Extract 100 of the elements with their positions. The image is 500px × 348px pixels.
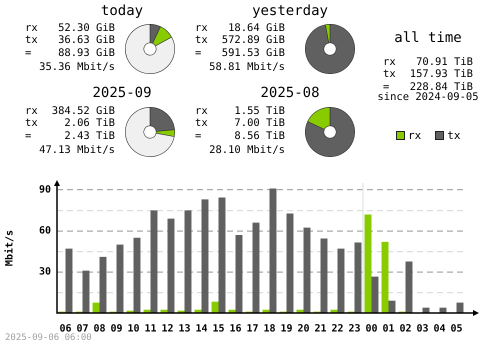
text: rx — [195, 105, 208, 117]
bar — [286, 214, 294, 313]
text: = — [25, 130, 32, 142]
text: 28.10 Mbit/s — [209, 144, 285, 156]
y-tick-label: 30 — [38, 266, 51, 278]
legend-label: tx — [446, 129, 460, 142]
text: 157.93 TiB — [410, 68, 473, 80]
x-tick-label: 19 — [280, 324, 293, 335]
bar — [320, 238, 328, 313]
text: 7.00 TiB — [234, 117, 285, 129]
chart-title: 2025-08 — [260, 85, 320, 101]
x-tick-label: 07 — [76, 324, 89, 335]
bar — [456, 302, 464, 313]
text: 2.43 TiB — [64, 130, 115, 142]
bar — [202, 199, 208, 313]
text: 47.13 Mbit/s — [39, 144, 115, 156]
x-tick-label: 08 — [93, 324, 106, 335]
text: 18.64 GiB — [228, 22, 285, 34]
text: 8.56 TiB — [234, 130, 285, 142]
text: = — [383, 81, 390, 93]
text: = — [25, 47, 32, 59]
x-tick-label: 13 — [178, 324, 191, 335]
bar — [82, 270, 90, 313]
x-tick-label: 03 — [416, 324, 429, 335]
y-axis-title: Mbit/s — [4, 230, 16, 266]
text: 88.93 GiB — [58, 47, 115, 59]
x-tick-label: 21 — [314, 324, 327, 335]
text: since 2024-09-05 — [377, 91, 479, 103]
text: tx — [383, 68, 396, 80]
x-tick-label: 16 — [229, 324, 242, 335]
text: 2025-09-06 06:00 — [5, 333, 92, 343]
x-tick-label: 22 — [331, 324, 344, 335]
text: tx — [25, 34, 38, 46]
bar — [228, 310, 236, 313]
x-tick-label: 20 — [297, 324, 310, 335]
x-tick-label: 02 — [399, 324, 412, 335]
bar — [92, 302, 100, 313]
bar — [440, 308, 446, 313]
bar — [270, 188, 276, 313]
x-tick-label: 05 — [450, 324, 463, 335]
x-tick-label: 12 — [161, 324, 174, 335]
chart-title: 2025-09 — [92, 85, 152, 101]
bar — [194, 310, 202, 313]
bar — [382, 242, 388, 313]
bar — [184, 210, 192, 313]
x-tick-label: 10 — [127, 324, 140, 335]
x-tick-label: 14 — [195, 324, 208, 335]
x-tick-label: 11 — [144, 324, 157, 335]
x-tick-label: 00 — [365, 324, 378, 335]
text: tx — [195, 117, 208, 129]
text: all time — [394, 30, 462, 46]
bar — [338, 248, 344, 313]
chart-title: yesterday — [252, 3, 328, 19]
x-tick-label: 15 — [212, 324, 225, 335]
bar — [354, 242, 362, 313]
text: 36.63 GiB — [58, 34, 115, 46]
text: 384.52 GiB — [52, 105, 115, 117]
bar — [296, 310, 304, 313]
bar — [218, 198, 226, 313]
x-tick-label: 06 — [59, 324, 72, 335]
bar — [66, 248, 72, 313]
bar — [212, 302, 218, 313]
x-tick-label: 18 — [263, 324, 276, 335]
bar — [406, 262, 412, 313]
y-tick-label: 90 — [38, 184, 51, 196]
text: rx — [383, 56, 396, 68]
x-tick-label: 04 — [433, 324, 446, 335]
text: = — [195, 130, 202, 142]
bar — [262, 310, 270, 313]
bar — [168, 218, 174, 313]
bar — [100, 256, 106, 313]
chart-title: today — [100, 3, 144, 19]
bar — [304, 228, 310, 313]
bar — [236, 235, 242, 313]
text: 35.36 Mbit/s — [39, 61, 115, 73]
y-tick-label: 60 — [38, 225, 51, 236]
text: rx — [25, 105, 38, 117]
bar — [116, 244, 124, 313]
bar — [252, 222, 260, 313]
x-tick-label: 09 — [110, 324, 123, 335]
bar — [330, 310, 338, 313]
bar — [372, 276, 378, 313]
text: 1.55 TiB — [234, 105, 285, 117]
bar — [134, 238, 140, 313]
text: rx — [195, 22, 208, 34]
bar — [160, 310, 168, 313]
legend-label: rx — [407, 129, 422, 142]
bar — [388, 300, 396, 313]
text: rx — [25, 22, 38, 34]
bar — [150, 210, 158, 313]
text: 70.91 TiB — [416, 56, 473, 68]
x-tick-label: 17 — [246, 324, 259, 335]
text: = — [195, 47, 202, 59]
bar — [364, 214, 372, 313]
text: 228.84 TiB — [410, 81, 473, 93]
bar — [144, 310, 150, 313]
bar — [422, 308, 430, 313]
text: 591.53 GiB — [222, 47, 285, 59]
text: 572.89 GiB — [222, 34, 285, 46]
x-tick-label: 23 — [348, 324, 361, 335]
